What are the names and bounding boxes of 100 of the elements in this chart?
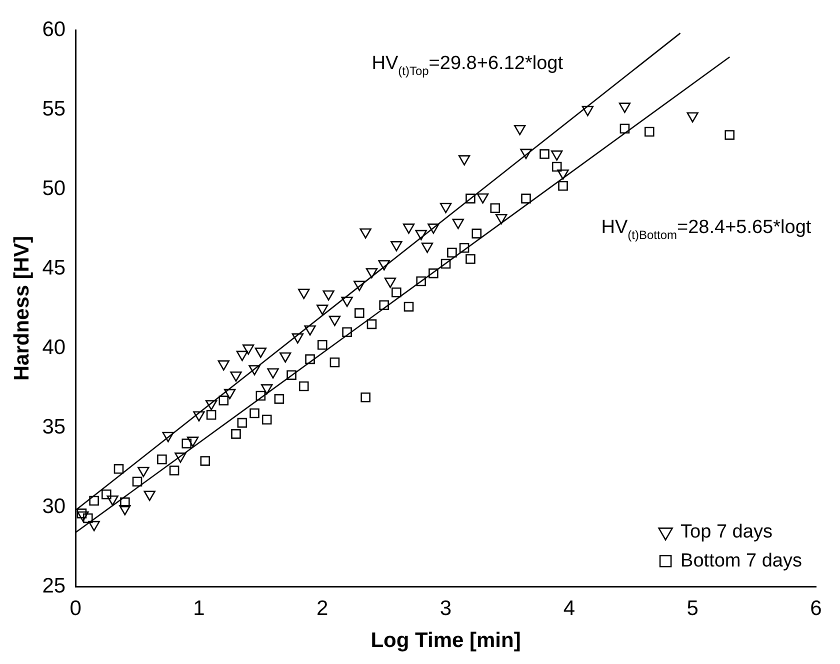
point [206, 410, 216, 420]
point [421, 242, 434, 253]
point [76, 508, 87, 518]
point [404, 302, 414, 312]
point [360, 228, 372, 239]
point [384, 278, 396, 288]
y-tick-label: 25 [42, 574, 66, 598]
point [341, 296, 353, 307]
point [280, 352, 292, 363]
y-tick-label: 60 [42, 18, 66, 41]
point [242, 344, 254, 355]
point [466, 194, 476, 204]
point [77, 511, 89, 522]
point [521, 194, 531, 204]
x-tick-label: 0 [70, 596, 82, 620]
point [472, 228, 482, 238]
legend-label: Bottom 7 days [680, 550, 802, 572]
point [551, 150, 563, 161]
point [402, 224, 415, 234]
y-tick-label: 35 [42, 415, 66, 438]
point [452, 218, 464, 230]
point [298, 288, 310, 300]
point [286, 370, 296, 380]
point [237, 418, 248, 428]
point [305, 354, 315, 364]
x-tick-label: 1 [193, 596, 205, 620]
x-axis-title: Log Time [min] [370, 629, 521, 652]
point [114, 464, 124, 474]
point [428, 268, 438, 278]
point [354, 308, 364, 318]
point [169, 466, 180, 476]
point [316, 304, 328, 315]
point [89, 496, 99, 506]
point [256, 390, 266, 401]
point [144, 490, 156, 502]
point [132, 476, 142, 487]
point [205, 400, 218, 410]
point [495, 214, 508, 224]
x-tick-label: 3 [440, 596, 452, 620]
point [218, 396, 229, 406]
point [193, 411, 205, 422]
y-tick-label: 40 [42, 336, 66, 359]
point [218, 360, 230, 371]
point [379, 300, 389, 310]
point [540, 149, 550, 159]
x-tick-label: 2 [316, 596, 328, 620]
point [416, 276, 426, 286]
point [304, 325, 316, 336]
y-axis-title: Hardness [HV] [10, 236, 34, 381]
point [262, 414, 272, 425]
y-tick-label: 45 [42, 256, 66, 280]
point [120, 497, 130, 508]
point [274, 394, 284, 404]
point [342, 327, 352, 338]
x-tick-label: 5 [686, 596, 698, 620]
point [157, 454, 167, 464]
y-tick-label: 30 [42, 494, 66, 518]
y-tick-label: 55 [42, 97, 66, 120]
point [330, 357, 340, 368]
point [620, 124, 630, 134]
point [88, 520, 100, 532]
point [298, 381, 309, 392]
point [260, 384, 273, 394]
point [119, 505, 131, 516]
point [236, 350, 248, 362]
point [138, 466, 150, 478]
point [466, 254, 476, 264]
point [322, 290, 334, 301]
point [724, 130, 735, 140]
point [317, 340, 328, 350]
point [558, 180, 568, 191]
point [328, 316, 341, 326]
point [514, 124, 526, 136]
point [644, 126, 654, 137]
point [415, 230, 427, 240]
x-tick-label: 6 [810, 596, 822, 620]
point [366, 319, 377, 330]
point [174, 452, 186, 463]
point [428, 224, 440, 234]
point [686, 112, 698, 123]
point [520, 148, 532, 160]
point [447, 248, 457, 258]
point [267, 368, 279, 379]
point [354, 280, 366, 292]
point [476, 193, 489, 204]
point [186, 436, 199, 447]
point [162, 432, 174, 442]
point [618, 102, 631, 113]
y-tick-label: 50 [42, 176, 66, 200]
point [557, 169, 569, 180]
point [231, 429, 241, 439]
point [392, 288, 402, 298]
point [390, 241, 402, 252]
point [366, 268, 378, 278]
point [582, 106, 594, 116]
point [250, 408, 260, 418]
point [440, 258, 451, 269]
point [182, 438, 192, 448]
point [254, 348, 267, 358]
point [200, 456, 210, 466]
